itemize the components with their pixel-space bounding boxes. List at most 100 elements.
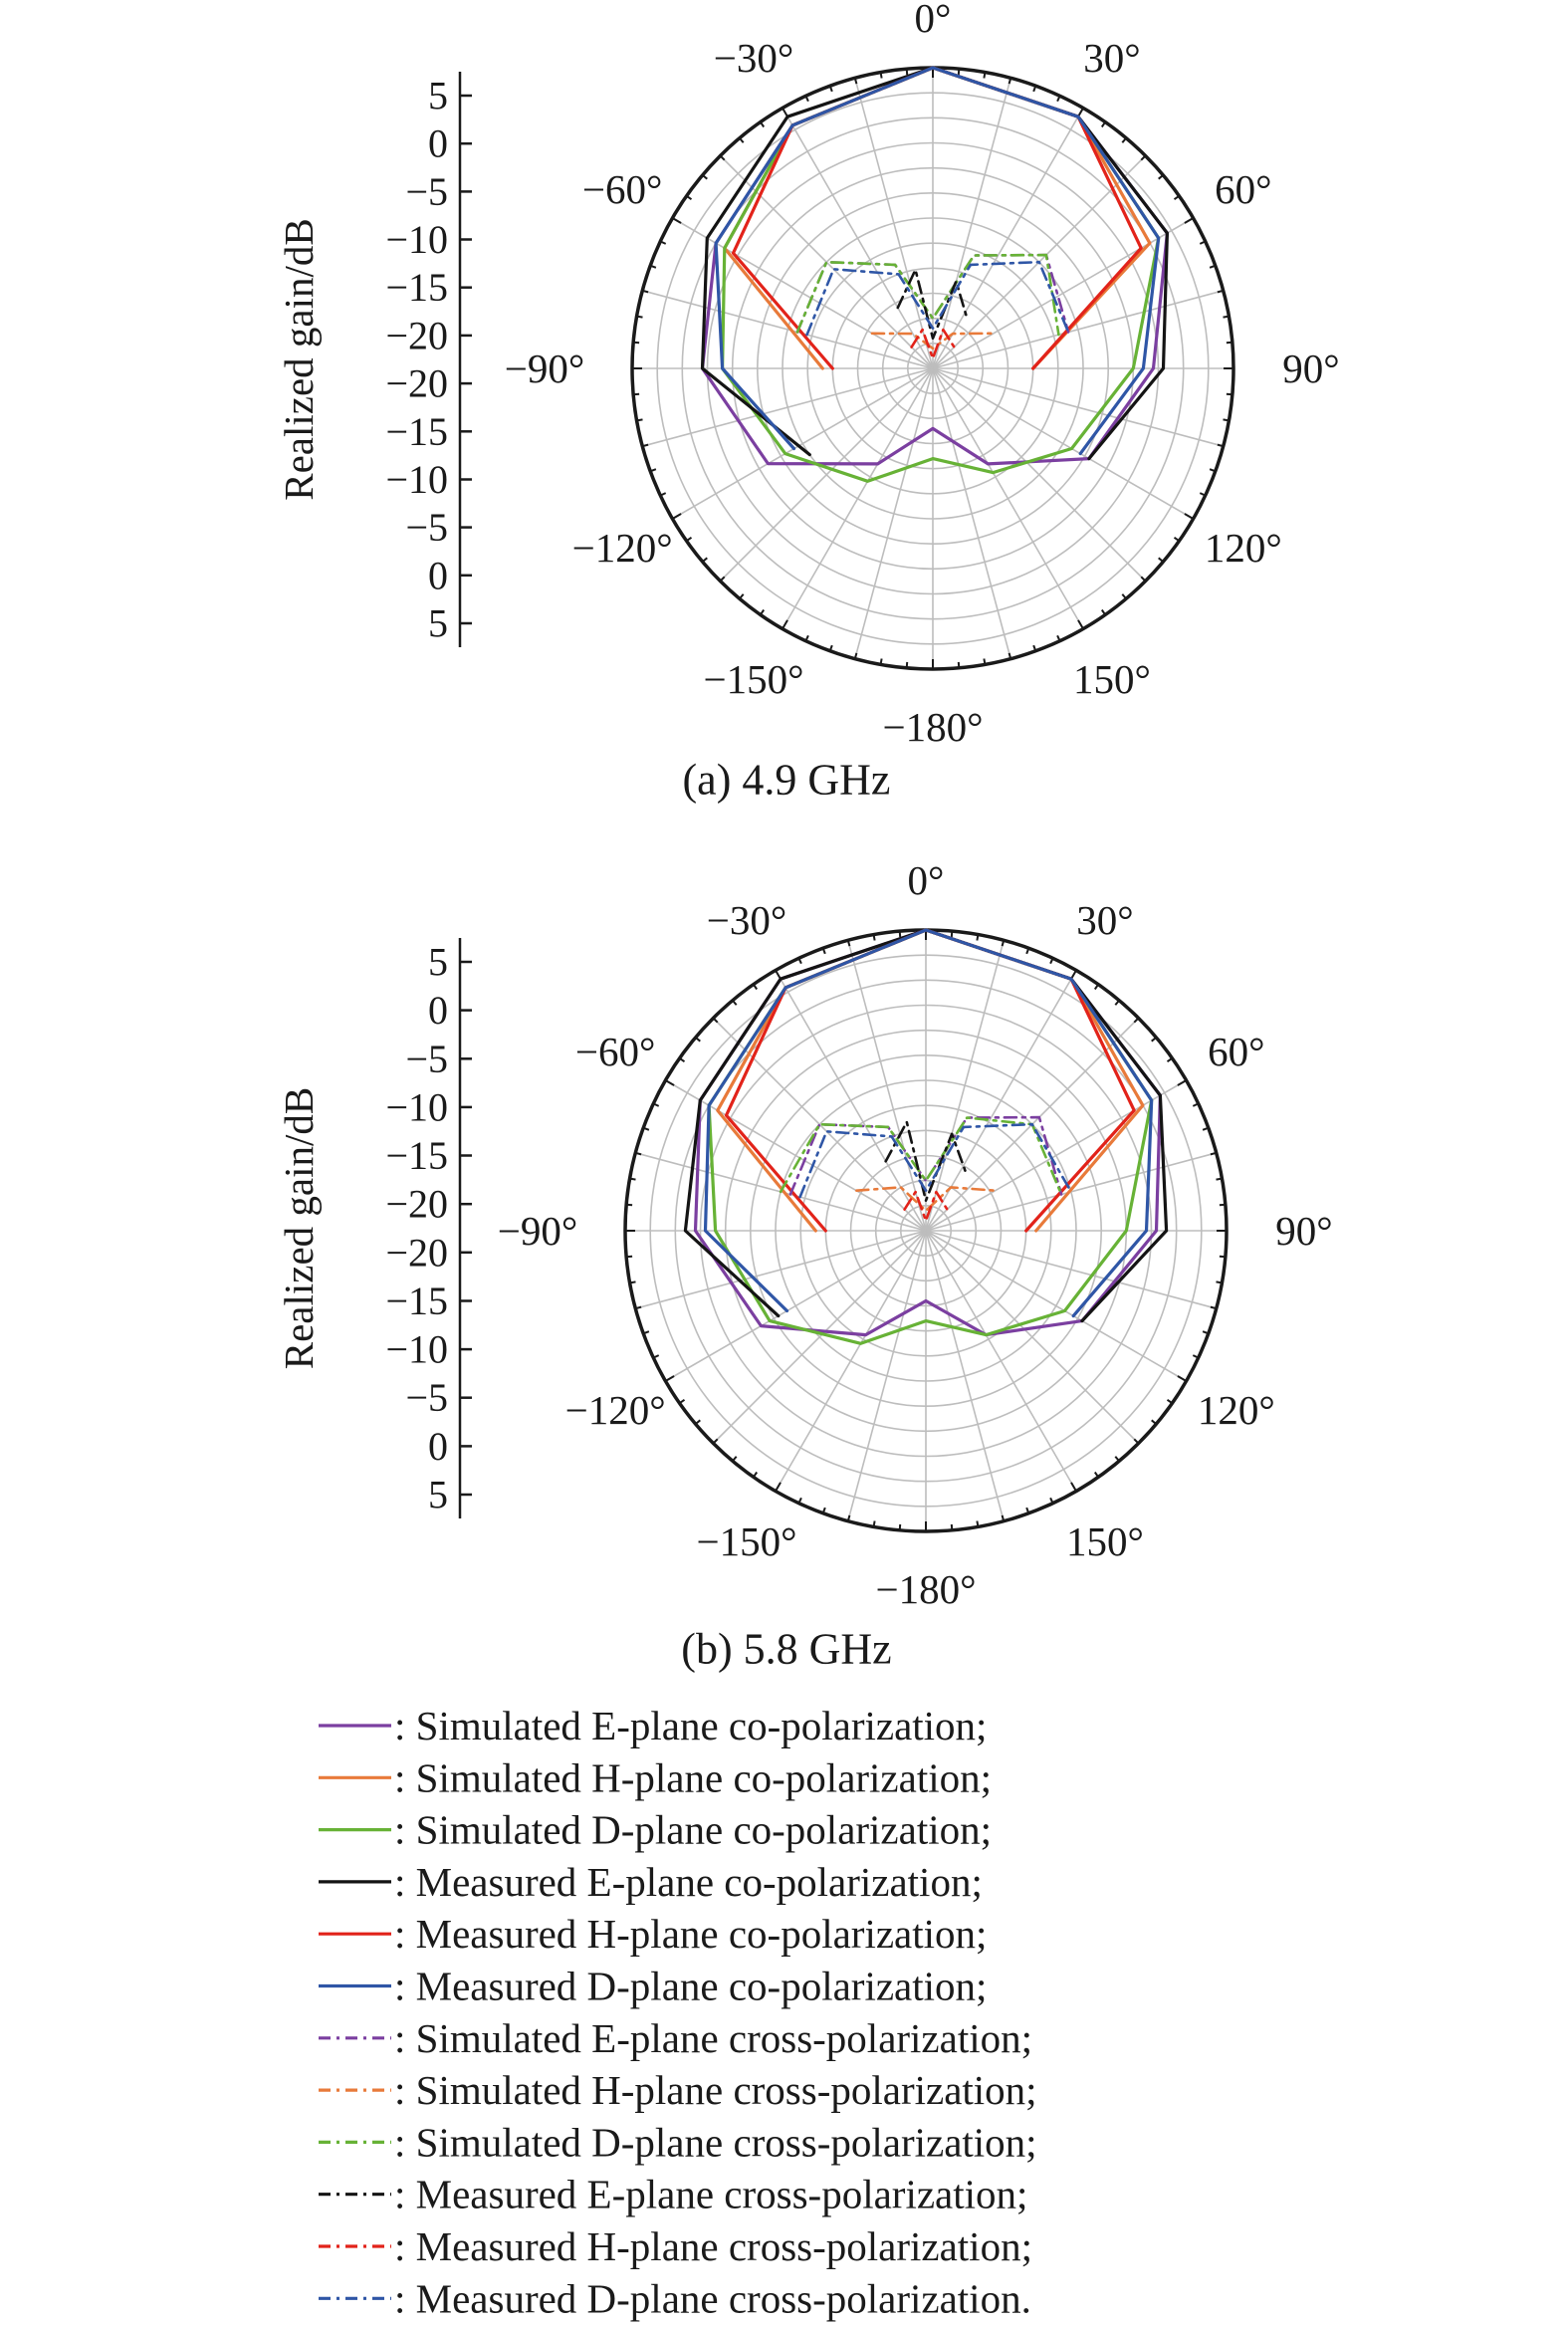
- degree-tick: [1199, 492, 1207, 497]
- polar-grid: [632, 68, 1233, 669]
- degree-tick: [679, 1056, 686, 1063]
- angle-label: −30°: [714, 35, 794, 81]
- series-green-co: [720, 66, 1161, 483]
- gain-tick-label: −15: [385, 1133, 448, 1178]
- degree-tick: [821, 1507, 826, 1514]
- degree-tick: [1133, 1017, 1140, 1024]
- angle-label: −60°: [575, 1029, 656, 1074]
- grid-spoke: [932, 367, 1147, 582]
- degree-tick: [828, 85, 833, 93]
- grid-spoke: [775, 970, 927, 1232]
- degree-tick: [804, 634, 809, 642]
- grid-spoke: [932, 367, 1224, 447]
- degree-tick: [659, 492, 667, 497]
- angle-label: −60°: [582, 166, 663, 212]
- degree-tick: [626, 1255, 633, 1259]
- degree-tick: [1049, 957, 1054, 965]
- degree-tick: [1100, 608, 1107, 615]
- gain-tick-label: −15: [385, 409, 448, 454]
- gain-tick-label: −20: [385, 1230, 448, 1275]
- grid-spoke: [854, 78, 934, 369]
- degree-tick: [1192, 1354, 1200, 1359]
- degree-tick: [1001, 940, 1006, 947]
- angle-label: 0°: [915, 0, 952, 41]
- gain-tick-label: −10: [385, 1084, 448, 1129]
- legend-item: : Simulated E-plane cross-polarization;: [319, 2015, 1032, 2061]
- degree-tick: [1184, 513, 1195, 520]
- angle-label: 150°: [1073, 656, 1151, 702]
- legend-label: : Measured D-plane co-polarization;: [394, 1964, 987, 2009]
- degree-tick: [775, 1482, 782, 1493]
- degree-tick: [821, 947, 826, 955]
- gain-tick-label: −5: [405, 505, 448, 550]
- grid-spoke: [925, 940, 1005, 1232]
- grid-spoke: [925, 1230, 1140, 1445]
- grid-spoke: [925, 1230, 1005, 1521]
- series-blue-co: [714, 66, 1161, 456]
- legend-item: : Simulated H-plane cross-polarization;: [319, 2067, 1037, 2113]
- grid-spoke: [932, 108, 1084, 369]
- legend-item: : Simulated D-plane co-polarization;: [319, 1807, 992, 1853]
- degree-tick: [846, 940, 851, 947]
- degree-tick: [1025, 1507, 1030, 1514]
- degree-tick: [702, 557, 708, 563]
- degree-tick: [1173, 536, 1180, 543]
- degree-tick: [664, 1079, 675, 1086]
- gain-tick-label: 0: [428, 121, 448, 166]
- degree-tick: [1133, 1438, 1140, 1445]
- gain-tick-label: 5: [428, 940, 448, 985]
- gain-tick-label: −20: [385, 361, 448, 406]
- gain-tick-label: −15: [385, 1279, 448, 1323]
- angle-label: 60°: [1215, 166, 1271, 212]
- degree-tick: [1217, 443, 1224, 448]
- grid-spoke: [932, 367, 1011, 659]
- degree-tick: [1001, 1514, 1006, 1521]
- degree-tick: [732, 1000, 738, 1006]
- degree-tick: [804, 95, 809, 103]
- legend-item: : Measured E-plane cross-polarization;: [319, 2172, 1027, 2217]
- degree-tick: [633, 341, 640, 345]
- degree-tick: [1209, 264, 1217, 269]
- legend-label: : Measured H-plane co-polarization;: [394, 1911, 987, 1957]
- grid-spoke: [672, 367, 934, 520]
- angle-label: 120°: [1205, 525, 1282, 571]
- degree-tick: [695, 1419, 701, 1425]
- degree-tick: [782, 619, 788, 630]
- degree-tick: [797, 957, 802, 965]
- degree-tick: [626, 1203, 633, 1207]
- legend-label: : Simulated E-plane cross-polarization;: [394, 2015, 1032, 2061]
- degree-tick: [1219, 1203, 1226, 1207]
- degree-tick: [1210, 1151, 1217, 1156]
- degree-tick: [633, 392, 640, 396]
- grid-spoke: [854, 367, 934, 659]
- degree-tick: [905, 69, 909, 76]
- polar-grid: [625, 930, 1227, 1531]
- degree-tick: [1216, 1177, 1223, 1181]
- degree-tick: [898, 1523, 902, 1530]
- legend-item: : Simulated E-plane co-polarization;: [319, 1703, 987, 1748]
- grid-spoke: [932, 78, 1011, 369]
- degree-tick: [642, 443, 649, 448]
- degree-tick: [702, 174, 708, 180]
- degree-tick: [1032, 644, 1037, 652]
- series-purple-co: [700, 66, 1170, 466]
- angle-label: −120°: [572, 525, 673, 571]
- degree-tick: [712, 1438, 719, 1445]
- gain-tick-label: 5: [428, 601, 448, 646]
- degree-tick: [957, 661, 961, 668]
- degree-tick: [652, 1354, 660, 1359]
- angle-label: 30°: [1083, 35, 1140, 81]
- degree-tick: [1223, 315, 1230, 319]
- chart-caption: (b) 5.8 GHz: [681, 1625, 891, 1674]
- degree-tick: [1008, 652, 1012, 659]
- gain-tick-label: −15: [385, 265, 448, 310]
- degree-tick: [775, 969, 782, 980]
- gain-tick-label: 0: [428, 988, 448, 1033]
- series-black-cross: [884, 1120, 968, 1203]
- angle-label: 90°: [1275, 1208, 1332, 1254]
- legend-label: : Measured H-plane cross-polarization;: [394, 2223, 1032, 2269]
- degree-tick: [1025, 947, 1030, 955]
- degree-tick: [1173, 194, 1180, 201]
- degree-tick: [853, 78, 858, 85]
